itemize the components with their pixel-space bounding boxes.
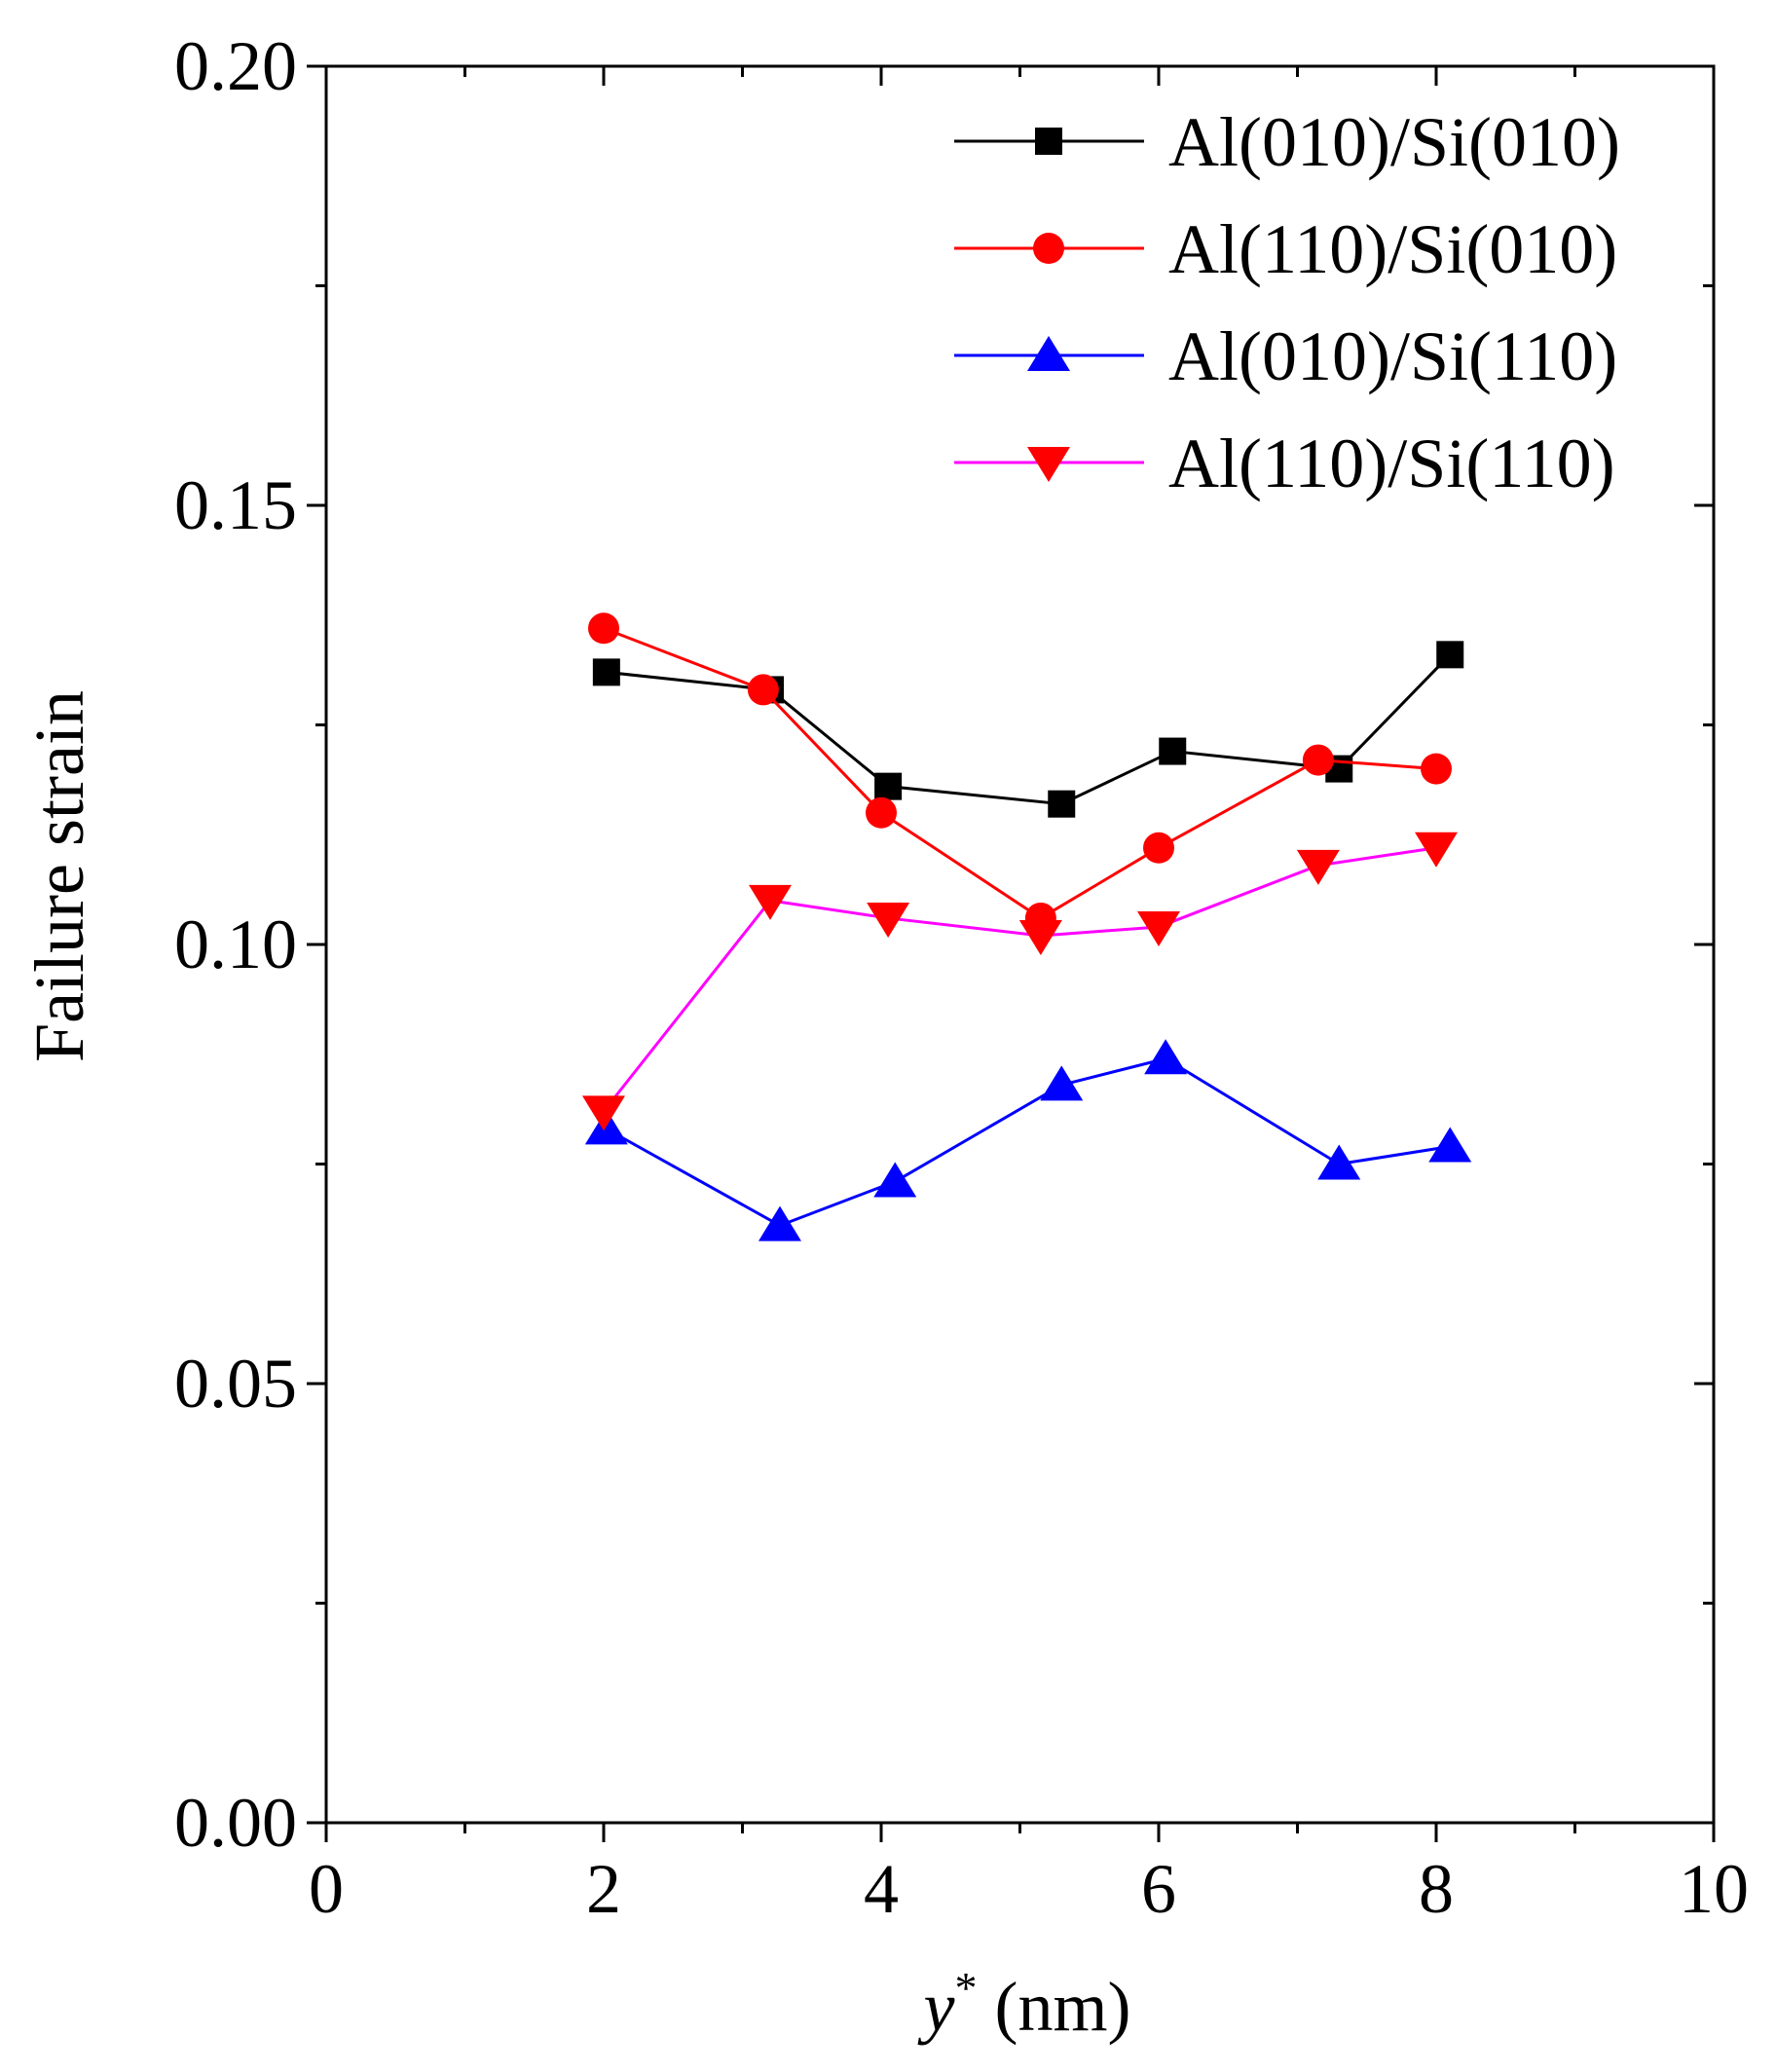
- series-3: [584, 1039, 1472, 1241]
- data-point: [1143, 832, 1174, 864]
- series-2: [588, 612, 1452, 934]
- data-point: [588, 612, 619, 645]
- x-tick-label: 6: [1141, 1850, 1176, 1928]
- series-1: [592, 641, 1464, 818]
- legend-item: Al(110)/Si(010): [954, 210, 1617, 288]
- data-point: [874, 772, 903, 800]
- data-point: [582, 1095, 625, 1131]
- data-point: [1317, 1144, 1361, 1180]
- x-axis-label-symbol: y: [917, 1968, 955, 2046]
- data-point: [866, 796, 897, 829]
- legend-marker: [1027, 336, 1070, 371]
- x-tick-label: 2: [586, 1850, 621, 1928]
- series-line: [602, 846, 1437, 1113]
- x-tick-label: 8: [1419, 1850, 1454, 1928]
- data-point: [1040, 1065, 1084, 1101]
- legend-item: Al(110)/Si(110): [954, 425, 1615, 502]
- plot-series: [582, 612, 1472, 1241]
- legend-label: Al(110)/Si(010): [1168, 210, 1617, 288]
- y-tick-label: 0.05: [174, 1345, 297, 1423]
- data-point: [1144, 1039, 1188, 1075]
- y-tick-label: 0.20: [174, 27, 297, 105]
- x-tick-label: 4: [864, 1850, 899, 1928]
- x-tick-label: 0: [309, 1850, 344, 1928]
- data-point: [1415, 832, 1458, 868]
- data-point: [758, 1205, 801, 1241]
- series-4: [582, 832, 1458, 1131]
- data-point: [1421, 753, 1452, 785]
- legend-marker: [1027, 447, 1070, 482]
- legend-marker: [1033, 233, 1064, 264]
- data-point: [867, 902, 910, 938]
- data-point: [1018, 919, 1062, 955]
- y-tick-label: 0.15: [174, 466, 297, 544]
- data-point: [1137, 910, 1180, 946]
- legend-marker: [1035, 128, 1062, 155]
- data-point: [873, 1162, 917, 1198]
- legend-label: Al(110)/Si(110): [1168, 425, 1615, 502]
- y-tick-label: 0.10: [174, 906, 297, 983]
- legend-label: Al(010)/Si(010): [1168, 103, 1620, 181]
- x-axis-label-unit: (nm): [978, 1968, 1131, 2046]
- legend-item: Al(010)/Si(010): [954, 103, 1620, 181]
- legend-label: Al(010)/Si(110): [1168, 317, 1617, 395]
- axes: 0 2 4 6 8 10 0.00 0.05 0.10 0.15 0.20: [174, 27, 1749, 1928]
- legend-item: Al(010)/Si(110): [954, 317, 1617, 395]
- y-axis-label: Failure strain: [20, 690, 98, 1062]
- data-point: [1159, 737, 1187, 765]
- data-point: [1048, 790, 1076, 818]
- data-point: [592, 658, 620, 686]
- legend: Al(010)/Si(010) Al(110)/Si(010) Al(010)/Si…: [954, 103, 1620, 502]
- y-tick-label: 0.00: [174, 1784, 297, 1862]
- data-point: [749, 884, 792, 920]
- data-point: [1296, 849, 1340, 885]
- x-axis-label: y* (nm): [917, 1963, 1131, 2046]
- x-axis-label-superscript: *: [955, 1963, 978, 2013]
- x-tick-label: 10: [1679, 1850, 1749, 1928]
- data-point: [1436, 641, 1464, 669]
- data-point: [747, 674, 779, 706]
- data-point: [584, 1109, 628, 1145]
- data-point: [1428, 1127, 1472, 1163]
- data-point: [1302, 744, 1334, 776]
- series-line: [606, 1056, 1451, 1228]
